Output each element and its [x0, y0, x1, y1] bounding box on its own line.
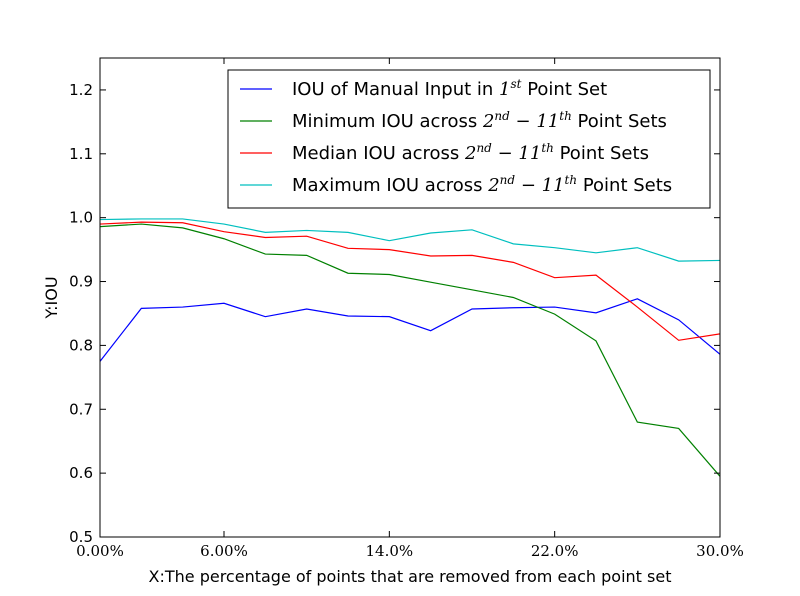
series-line-3	[100, 221, 720, 341]
x-tick-label: 22.0%	[531, 542, 579, 560]
legend-entry-part: 2	[487, 175, 499, 196]
legend-entry-part: − 11	[492, 143, 541, 164]
legend-entry-part: 1	[499, 79, 510, 100]
legend-entry-part: st	[511, 77, 522, 91]
legend-entry-part: Point Sets	[572, 111, 667, 132]
legend-entry-4: Maximum IOU across 2nd − 11th Point Sets	[292, 173, 672, 196]
y-tick-label: 0.7	[69, 400, 93, 418]
legend: IOU of Manual Input in 1st Point Set Mini…	[227, 69, 711, 209]
legend-entry-part: Minimum IOU across	[292, 111, 483, 132]
x-tick-label: 30.0%	[696, 542, 744, 560]
y-axis-label: Y:IOU	[42, 276, 61, 319]
legend-entry-part: Maximum IOU across	[292, 175, 488, 196]
legend-entry-1: IOU of Manual Input in 1st Point Set	[292, 77, 607, 100]
legend-entry-part: Point Sets	[554, 143, 649, 164]
series-layer	[100, 218, 720, 477]
x-tick-label: 6.00%	[200, 542, 248, 560]
legend-entry-3: Median IOU across 2nd − 11th Point Sets	[292, 141, 649, 164]
legend-entry-part: Median IOU across	[292, 143, 465, 164]
series-line-2	[100, 223, 720, 477]
legend-entry-part: nd	[476, 141, 492, 155]
series-line-4	[100, 218, 720, 262]
x-tick-label: 14.0%	[366, 542, 414, 560]
legend-entry-part: Point Set	[521, 79, 607, 100]
y-tick-label: 1.0	[69, 209, 93, 227]
legend-entry-part: th	[559, 109, 572, 123]
legend-entry-part: − 11	[515, 175, 564, 196]
legend-entry-part: nd	[500, 173, 516, 187]
x-tick-label: 0.00%	[76, 542, 124, 560]
y-tick-label: 0.6	[69, 464, 93, 482]
legend-entry-part: Point Sets	[577, 175, 672, 196]
legend-entry-part: IOU of Manual Input in	[292, 79, 499, 100]
y-tick-label: 0.9	[69, 273, 93, 291]
legend-entry-part: th	[565, 173, 578, 187]
y-tick-label: 1.1	[69, 145, 93, 163]
plot-frame	[99, 57, 721, 538]
legend-entry-part: th	[541, 141, 554, 155]
legend-entry-2: Minimum IOU across 2nd − 11th Point Sets	[292, 109, 667, 132]
legend-entry-part: − 11	[510, 111, 559, 132]
legend-entry-part: 2	[464, 143, 476, 164]
legend-entry-part: nd	[494, 109, 510, 123]
y-tick-label: 0.5	[69, 528, 93, 546]
legend-entry-part: 2	[482, 111, 494, 132]
series-line-1	[100, 298, 720, 362]
ticks-layer: 0.5 0.6 0.7 0.8 0.9 1.0 1.1 1.2 0.00% 6.00% 14.0% 2…	[69, 58, 744, 560]
y-tick-label: 1.2	[69, 81, 93, 99]
x-axis-label: X:The percentage of points that are remo…	[149, 567, 672, 586]
legend-box	[227, 69, 711, 209]
y-tick-label: 0.8	[69, 336, 93, 354]
